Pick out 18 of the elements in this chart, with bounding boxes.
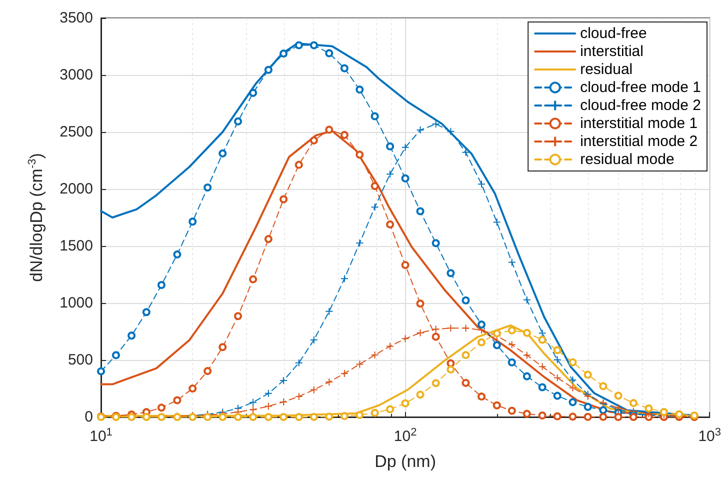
y-tick-label: 2500: [60, 124, 93, 140]
y-tick-label: 2000: [60, 180, 93, 198]
legend-label: residual: [580, 61, 633, 78]
y-tick-label: 3500: [60, 10, 93, 26]
legend-label: interstitial: [580, 43, 644, 60]
legend-label: cloud-free mode 2: [580, 97, 702, 114]
legend-label: cloud-free mode 1: [580, 79, 702, 96]
y-tick-label: 3000: [60, 66, 93, 84]
y-tick-label: 1500: [60, 238, 93, 254]
y-tick-label: 0: [84, 408, 93, 426]
y-tick-label: 500: [68, 352, 93, 368]
legend-label: interstitial mode 2: [580, 133, 698, 150]
legend-label: cloud-free: [580, 25, 647, 42]
y-axis-title: dN/dlogDp (cm-3): [26, 153, 46, 282]
y-tick-label: 1000: [60, 294, 93, 312]
legend-label: interstitial mode 1: [580, 115, 698, 132]
x-axis-title: Dp (nm): [374, 452, 436, 471]
legend-label: residual mode: [580, 151, 674, 168]
